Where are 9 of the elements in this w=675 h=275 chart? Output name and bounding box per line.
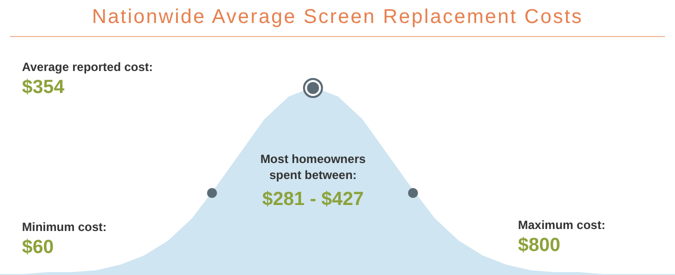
chart-title: Nationwide Average Screen Replacement Costs: [90, 6, 584, 29]
annotation: Maximum cost:: [518, 218, 606, 234]
annotation: $800: [518, 234, 562, 258]
annotation: Minimum cost:: [22, 220, 108, 236]
annotation: $281 - $427: [261, 188, 365, 212]
text: Average reported cost:: [22, 60, 154, 76]
annotation: $354: [22, 76, 66, 100]
annotation: Most homeowners spent between:: [259, 152, 367, 184]
annotation: $60: [22, 236, 55, 260]
